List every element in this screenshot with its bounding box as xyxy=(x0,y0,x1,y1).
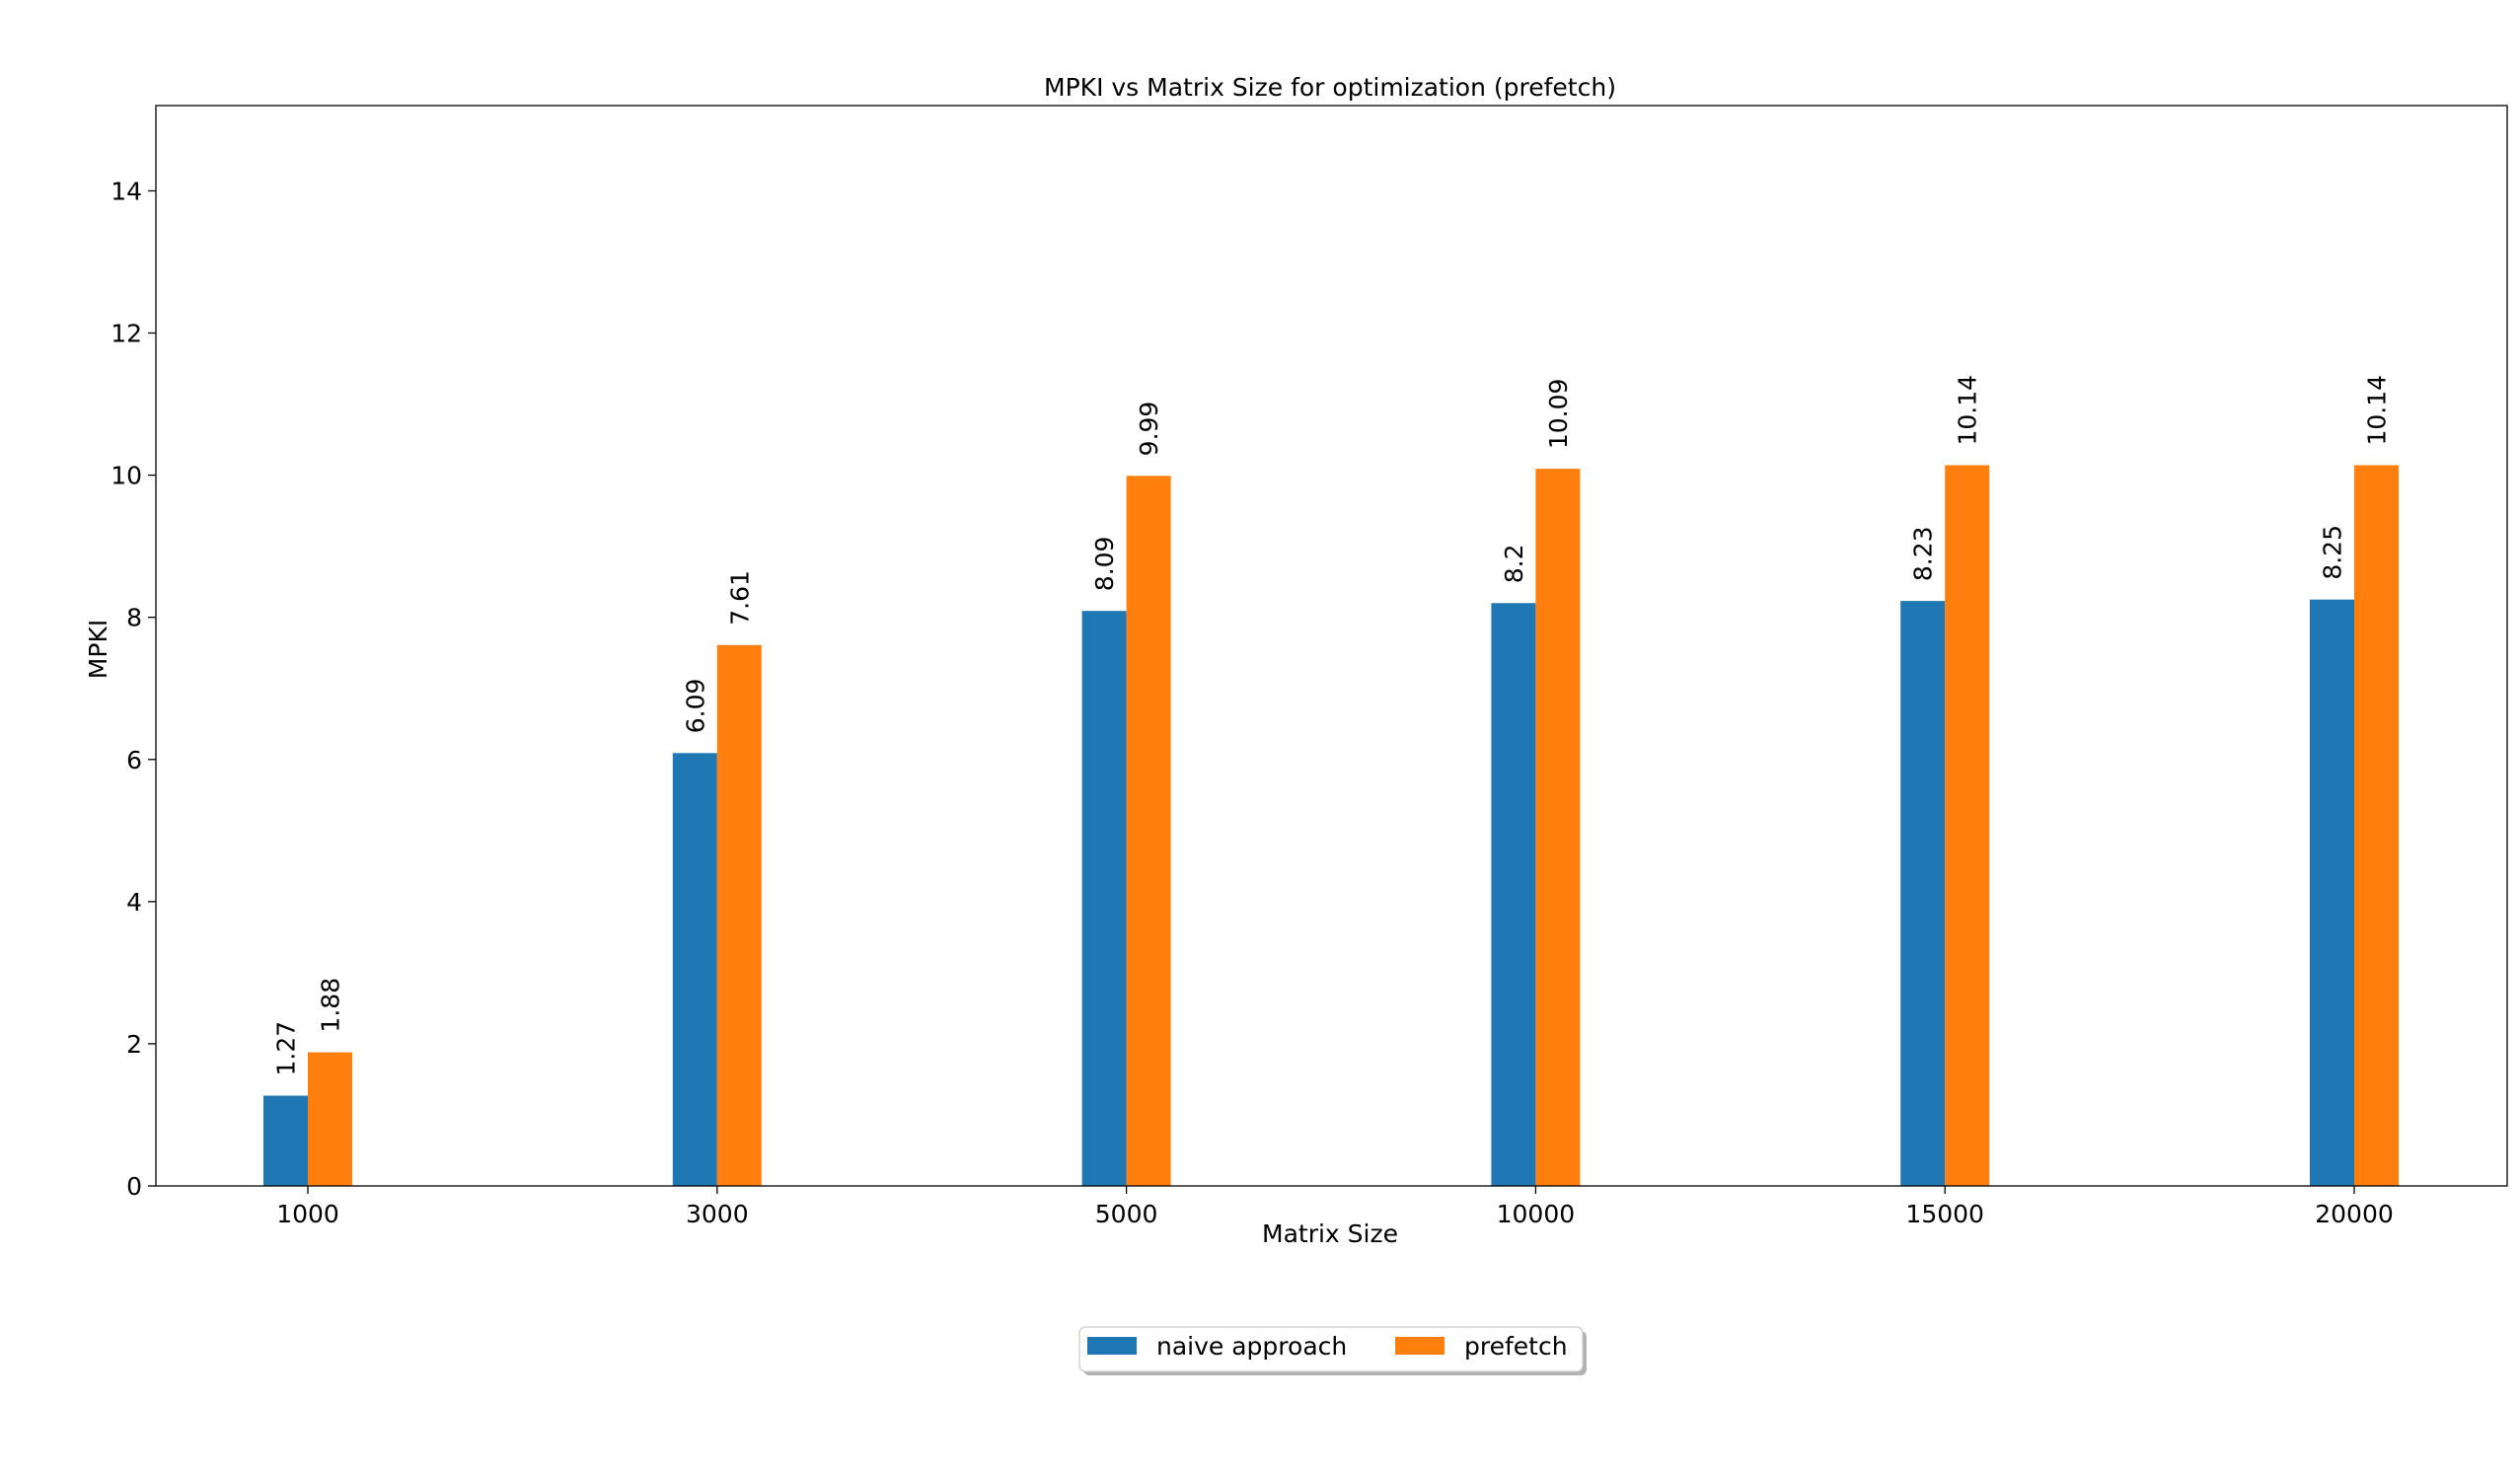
bar-naive-approach-15000 xyxy=(1900,601,1946,1186)
data-label-naive-approach-1000: 1.27 xyxy=(272,1021,301,1076)
bar-naive-approach-10000 xyxy=(1491,603,1536,1186)
y-tick-label: 4 xyxy=(126,888,142,917)
bar-prefetch-20000 xyxy=(2354,465,2399,1186)
data-label-naive-approach-3000: 6.09 xyxy=(681,679,709,734)
data-label-prefetch-3000: 7.61 xyxy=(725,570,754,626)
x-tick-label: 20000 xyxy=(2315,1200,2394,1228)
y-axis-label: MPKI xyxy=(84,620,112,679)
data-label-prefetch-10000: 10.09 xyxy=(1544,379,1573,450)
bar-prefetch-3000 xyxy=(716,644,762,1186)
y-axis: 0 2 4 6 8 10 12 14 xyxy=(111,177,156,1201)
legend-label-naive-approach: naive approach xyxy=(1156,1332,1347,1361)
legend-swatch-naive-approach xyxy=(1087,1337,1137,1355)
x-tick-label: 15000 xyxy=(1905,1200,1984,1228)
x-tick-label: 3000 xyxy=(686,1200,749,1228)
x-tick-label: 10000 xyxy=(1497,1200,1576,1228)
bar-prefetch-15000 xyxy=(1945,465,1990,1186)
bar-prefetch-1000 xyxy=(308,1052,352,1186)
y-tick-label: 8 xyxy=(126,604,142,632)
chart-title: MPKI vs Matrix Size for optimization (pr… xyxy=(1044,73,1616,102)
legend-swatch-prefetch xyxy=(1395,1337,1445,1355)
y-tick-label: 6 xyxy=(126,746,142,775)
data-label-naive-approach-15000: 8.23 xyxy=(1909,526,1938,581)
x-axis-label: Matrix Size xyxy=(1262,1219,1398,1248)
legend-items: naive approach prefetch xyxy=(1087,1332,1568,1361)
bar-naive-approach-1000 xyxy=(263,1095,308,1186)
x-axis: 1000 3000 5000 10000 15000 20000 xyxy=(276,1186,2394,1228)
x-tick-label: 5000 xyxy=(1095,1200,1158,1228)
y-tick-label: 12 xyxy=(111,320,142,348)
legend-frame xyxy=(1078,1326,1584,1372)
bar-prefetch-5000 xyxy=(1126,476,1171,1186)
plot-area-frame xyxy=(155,105,2508,1187)
data-label-prefetch-1000: 1.88 xyxy=(317,978,345,1033)
data-label-prefetch-15000: 10.14 xyxy=(1954,375,1982,446)
y-tick-label: 10 xyxy=(111,462,142,490)
bar-naive-approach-3000 xyxy=(672,753,717,1186)
data-label-prefetch-5000: 9.99 xyxy=(1135,402,1163,457)
bars-group xyxy=(263,465,2399,1186)
x-tick-label: 1000 xyxy=(276,1200,339,1228)
bar-naive-approach-5000 xyxy=(1081,611,1127,1186)
legend-label-prefetch: prefetch xyxy=(1464,1332,1568,1361)
y-tick-label: 0 xyxy=(126,1172,142,1201)
data-label-naive-approach-10000: 8.2 xyxy=(1500,545,1528,584)
data-label-naive-approach-5000: 8.09 xyxy=(1090,537,1119,592)
data-label-prefetch-20000: 10.14 xyxy=(2363,375,2392,446)
data-labels-group: 1.27 6.09 8.09 8.2 8.23 8.25 1.88 7.61 9.99 10.09… xyxy=(272,375,2392,1076)
y-tick-label: 2 xyxy=(126,1030,142,1059)
legend: naive approach prefetch xyxy=(1078,1326,1587,1375)
bar-naive-approach-20000 xyxy=(2310,599,2354,1186)
bar-prefetch-10000 xyxy=(1535,469,1581,1186)
data-label-naive-approach-20000: 8.25 xyxy=(2319,525,2347,580)
y-tick-label: 14 xyxy=(111,177,142,205)
